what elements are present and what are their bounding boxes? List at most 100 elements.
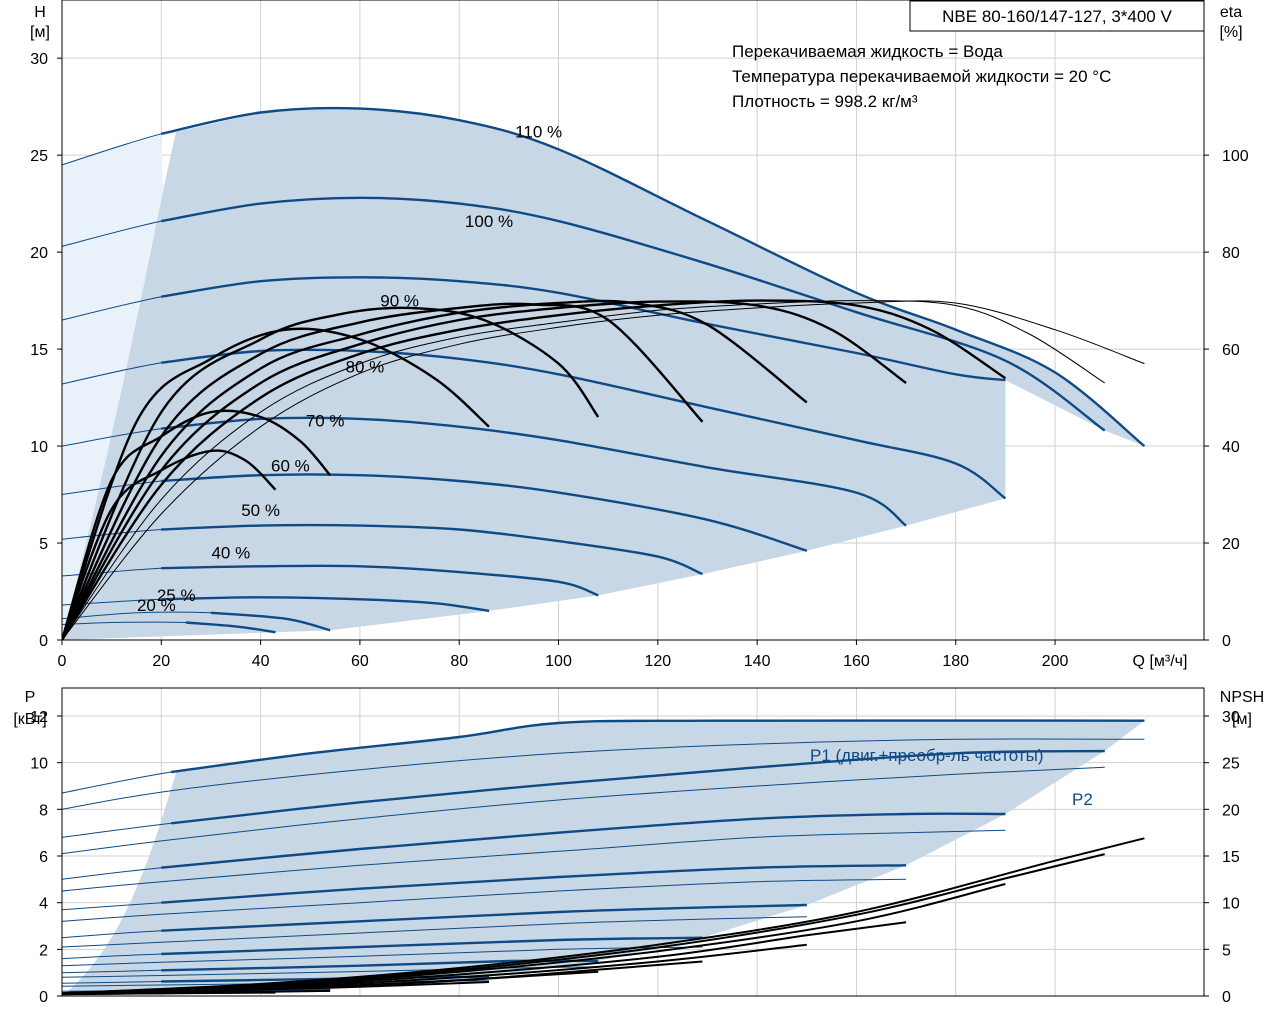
- x-axis-ticks: 0 20 40 60 80 100 120 140 160 180 200: [58, 640, 1069, 670]
- p1-curve-5: [161, 936, 703, 956]
- x-tick-label-4: 80: [450, 653, 468, 670]
- speed-curve-3: [161, 348, 1007, 500]
- eta-curve-0: [62, 300, 1145, 640]
- p-axis-ticks: 0 2 4 6 8 10 12: [30, 709, 62, 1006]
- npsh-curves: [62, 837, 1145, 996]
- power-area-main: [62, 720, 1145, 996]
- eta-curve-4: [62, 299, 808, 640]
- efficiency-curves: [62, 299, 1145, 640]
- speed-label-9: 25 %: [157, 586, 196, 605]
- top-frame: [61, 0, 1205, 641]
- x-tick-label-5: 100: [545, 653, 572, 670]
- p2-curve-6: [62, 966, 599, 978]
- speed-curve-1: [161, 196, 1106, 432]
- npsh-tick-label-4: 20: [1222, 802, 1240, 819]
- speed-label-5: 60 %: [271, 456, 310, 475]
- npsh-tick-label-6: 30: [1222, 709, 1240, 726]
- npsh-tick-label-0: 0: [1222, 989, 1231, 1006]
- speed-curve-9: [210, 611, 331, 632]
- p-tick-label-3: 6: [39, 849, 48, 866]
- x-tick-label-1: 20: [152, 653, 170, 670]
- p2-curve-2: [62, 829, 1006, 892]
- p1-series-label: P1 (двиг.+преобр-ль частоты): [810, 746, 1043, 765]
- y2-axis-ticks: 0 20 40 60 80 100: [1204, 148, 1249, 650]
- x-tick-label-9: 180: [942, 653, 969, 670]
- y2-tick-label-4: 80: [1222, 245, 1240, 262]
- x-tick-label-7: 140: [744, 653, 771, 670]
- speed-curve-8: [161, 596, 490, 613]
- eta-curve-6: [62, 306, 600, 640]
- speed-curve-2: [161, 276, 1006, 382]
- p-axis-label-unit: [кВт]: [13, 711, 46, 728]
- y-tick-label-5: 25: [30, 148, 48, 165]
- p2-curve-3: [62, 878, 907, 922]
- x-tick-label-6: 120: [644, 653, 671, 670]
- eta-curve-9: [62, 449, 277, 640]
- eta-curve-8: [62, 409, 332, 640]
- x-tick-label-8: 160: [843, 653, 870, 670]
- p-tick-label-1: 2: [39, 942, 48, 959]
- eta-curve-1: [62, 300, 1105, 640]
- p1-curve-1: [171, 749, 1105, 825]
- x-tick-label-3: 60: [351, 653, 369, 670]
- p-tick-label-0: 0: [39, 989, 48, 1006]
- p1-curve-4: [161, 903, 807, 932]
- p2-curve-0: [62, 738, 1145, 810]
- speed-label-10: 20 %: [137, 596, 176, 615]
- speed-curve-0: [161, 106, 1146, 448]
- p2-series-label: P2: [1072, 790, 1093, 809]
- model-box: [909, 0, 1205, 32]
- p-axis-label-title: P: [25, 689, 36, 706]
- p-tick-label-2: 4: [39, 896, 48, 913]
- y-axis-label-unit: [м]: [30, 24, 50, 41]
- p2-curve-1: [62, 766, 1105, 855]
- y2-tick-label-2: 40: [1222, 439, 1240, 456]
- p1-curve-2: [161, 812, 1006, 869]
- y-tick-label-6: 30: [30, 51, 48, 68]
- y-tick-label-2: 10: [30, 439, 48, 456]
- x-tick-label-2: 40: [252, 653, 270, 670]
- eta-curve-2: [62, 299, 1007, 640]
- npsh-tick-label-2: 10: [1222, 896, 1240, 913]
- y-axis-ticks: 0 5 10 15 20 25 30: [30, 51, 62, 650]
- speed-label-4: 70 %: [306, 412, 345, 431]
- info-density: Плотность = 998.2 кг/м³: [732, 92, 918, 111]
- speed-label-7: 40 %: [211, 544, 250, 563]
- npsh-tick-label-5: 25: [1222, 756, 1240, 773]
- y2-axis-label-title: eta: [1220, 4, 1242, 21]
- y2-tick-label-5: 100: [1222, 148, 1249, 165]
- x-tick-label-0: 0: [58, 653, 67, 670]
- operating-area: [62, 108, 1145, 640]
- model-title: NBE 80-160/147-127, 3*400 V: [942, 7, 1172, 26]
- y-tick-label-1: 5: [39, 536, 48, 553]
- speed-label-6: 50 %: [241, 501, 280, 520]
- speed-label-3: 80 %: [346, 357, 385, 376]
- power-operating-area: [62, 720, 1145, 996]
- y-tick-label-0: 0: [39, 633, 48, 650]
- info-liquid: Перекачиваемая жидкость = Вода: [732, 42, 1003, 61]
- speed-label-1: 100 %: [465, 212, 513, 231]
- npsh-axis-ticks: 0 5 10 15 20 25 30: [1204, 709, 1240, 1006]
- x-tick-label-10: 200: [1042, 653, 1069, 670]
- p2-curve-4: [62, 916, 807, 948]
- bottom-frame: [61, 687, 1205, 997]
- eta-curve-5: [62, 302, 704, 640]
- y2-tick-label-3: 60: [1222, 342, 1240, 359]
- npsh-tick-label-1: 5: [1222, 942, 1231, 959]
- head-efficiency-chart: 110 %100 %90 %80 %70 %60 %50 %40 %25 %20…: [30, 0, 1249, 670]
- npsh-curve-7: [62, 981, 490, 995]
- speed-curves: [62, 106, 1146, 634]
- p-tick-label-5: 10: [30, 756, 48, 773]
- eta-curve-3: [62, 300, 907, 640]
- speed-label-0: 110 %: [515, 123, 562, 142]
- y-axis-label-title: H: [34, 4, 46, 21]
- npsh-curve-9: [62, 991, 276, 996]
- speed-percent-labels: 110 % 100 % 90 % 80 % 70 % 60 % 50 % 40 % 25 %20…: [137, 123, 562, 615]
- area-main: [62, 108, 1145, 640]
- p-tick-label-6: 12: [30, 709, 48, 726]
- y2-tick-label-1: 20: [1222, 536, 1240, 553]
- speed-curve-10: [185, 621, 276, 634]
- y2-tick-label-0: 0: [1222, 633, 1231, 650]
